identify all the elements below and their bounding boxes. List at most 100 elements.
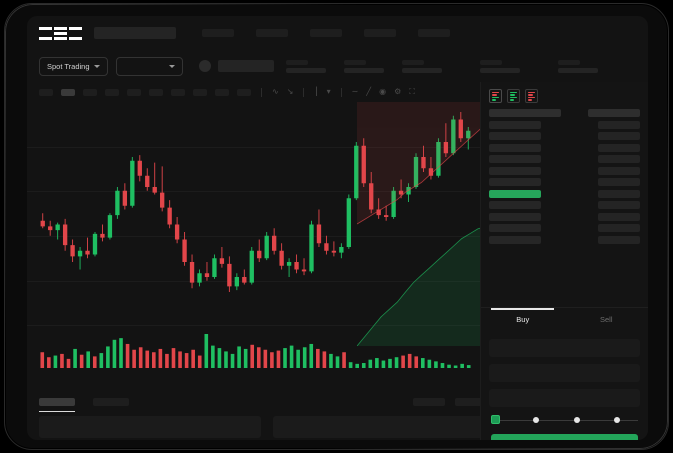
tab-sell[interactable]: Sell	[599, 315, 613, 324]
chevron-down-icon[interactable]: ▾	[326, 87, 331, 96]
orderbook-spread-row[interactable]	[489, 189, 640, 198]
price-chart[interactable]	[27, 102, 480, 370]
orderbook-row[interactable]	[489, 178, 640, 186]
orderbook-row[interactable]	[489, 212, 640, 221]
orderbook-row[interactable]	[489, 201, 640, 209]
slider-stop-75[interactable]	[614, 417, 620, 423]
order-form-fields	[481, 331, 648, 407]
coin-avatar-icon	[199, 60, 211, 72]
fullscreen-icon[interactable]: ⛶	[409, 87, 415, 96]
tab-buy[interactable]: Buy	[481, 308, 565, 331]
candlestick-series	[40, 112, 471, 292]
orderbook-row[interactable]	[489, 235, 640, 244]
nav-link-3[interactable]	[310, 29, 342, 37]
search-input[interactable]	[94, 27, 176, 39]
trading-mode-label: Spot Trading	[47, 61, 90, 71]
timeframe-button-0[interactable]	[39, 88, 53, 96]
gridline	[27, 236, 480, 237]
slider-track	[495, 419, 638, 421]
submit-order-button[interactable]	[491, 434, 638, 440]
orderbook-panel: Buy Sell	[480, 82, 648, 440]
nav-link-5[interactable]	[418, 29, 450, 37]
ticker-bar: Spot Trading	[27, 50, 648, 82]
nav-links	[202, 29, 450, 37]
orderbook-asks-icon[interactable]	[525, 89, 538, 103]
nav-link-2[interactable]	[256, 29, 288, 37]
timeframe-button-5[interactable]	[149, 88, 163, 96]
camera-icon[interactable]: ◉	[379, 87, 387, 96]
orderbook-both-icon[interactable]	[489, 89, 502, 103]
bottom-tab-0[interactable]	[39, 391, 75, 413]
orderbook-row[interactable]	[489, 132, 640, 140]
orderbook-rows[interactable]	[481, 107, 648, 303]
pair-select[interactable]	[115, 56, 183, 76]
chevron-down-icon	[169, 64, 175, 68]
line-chart-icon[interactable]: ∿	[272, 87, 279, 96]
ticker-stat	[558, 59, 636, 73]
chart-toolbar: ∿ ↘ ⎮ ▾ ∼ ╱ ◉ ⚙ ⛶	[27, 82, 648, 102]
top-navigation-bar	[27, 16, 648, 50]
timeframe-button-2[interactable]	[83, 88, 97, 96]
timeframe-button-4[interactable]	[127, 88, 141, 96]
timeframe-button-6[interactable]	[171, 88, 185, 96]
order-total-field[interactable]	[489, 389, 640, 407]
order-amount-field[interactable]	[489, 364, 640, 382]
ruler-icon[interactable]: ╱	[366, 87, 372, 96]
timeframe-button-3[interactable]	[105, 88, 119, 96]
slider-handle[interactable]	[491, 415, 500, 424]
toolbar-divider	[340, 87, 342, 97]
gridline	[27, 191, 480, 193]
depth-bid-area	[357, 224, 510, 346]
app-screen: Spot Trading ∿ ↘	[27, 16, 648, 440]
ticker-stat	[480, 59, 558, 73]
order-price-field[interactable]	[489, 339, 640, 357]
bottom-tab-1[interactable]	[93, 391, 129, 413]
ticker-stats	[286, 59, 636, 73]
orderbook-row[interactable]	[489, 166, 640, 175]
timeframe-button-1[interactable]	[61, 88, 75, 96]
orderbook-row[interactable]	[489, 143, 640, 152]
order-form-tabs: Buy Sell	[481, 307, 648, 331]
slider-stop-25[interactable]	[533, 417, 539, 423]
ticker-stat	[402, 59, 480, 73]
bottom-tab-actions	[413, 398, 487, 406]
wave-icon[interactable]: ∼	[351, 87, 359, 96]
orderbook-row[interactable]	[489, 155, 640, 163]
nav-link-4[interactable]	[364, 29, 396, 37]
pair-name	[218, 60, 274, 72]
bottom-card-0[interactable]	[39, 416, 261, 438]
okx-logo-icon[interactable]	[39, 26, 83, 40]
orderbook-mode-buttons	[481, 82, 648, 107]
orderbook-row[interactable]	[489, 224, 640, 232]
orderbook-header-row	[489, 109, 640, 117]
timeframe-button-8[interactable]	[215, 88, 229, 96]
gridline	[27, 325, 480, 327]
ticker-stat	[286, 59, 344, 73]
bottom-action-0[interactable]	[413, 398, 445, 406]
toolbar-divider	[261, 87, 262, 97]
trend-down-icon[interactable]: ↘	[286, 87, 294, 96]
candlestick-icon[interactable]: ⎮	[314, 87, 319, 96]
timeframe-button-7[interactable]	[193, 88, 207, 96]
order-amount-slider[interactable]	[491, 414, 638, 426]
toolbar-divider	[303, 87, 305, 97]
timeframe-buttons	[39, 88, 251, 96]
gridline	[27, 146, 480, 148]
volume-series	[40, 334, 471, 368]
depth-ask-area	[357, 102, 510, 224]
orderbook-row[interactable]	[489, 120, 640, 129]
settings-icon[interactable]: ⚙	[394, 87, 402, 96]
bottom-card-1[interactable]	[273, 416, 499, 438]
ticker-stat	[344, 59, 402, 73]
chevron-down-icon	[93, 64, 100, 68]
bottom-tab-bar	[27, 391, 499, 413]
slider-stop-50[interactable]	[574, 417, 580, 423]
bottom-cards	[39, 416, 499, 438]
tablet-device-frame: Spot Trading ∿ ↘	[4, 3, 669, 450]
timeframe-button-9[interactable]	[237, 88, 251, 96]
nav-link-1[interactable]	[202, 29, 234, 37]
bottom-action-1[interactable]	[455, 398, 487, 406]
orderbook-bids-icon[interactable]	[507, 89, 520, 103]
trading-mode-select[interactable]: Spot Trading	[39, 56, 108, 76]
pair-summary	[199, 60, 274, 72]
